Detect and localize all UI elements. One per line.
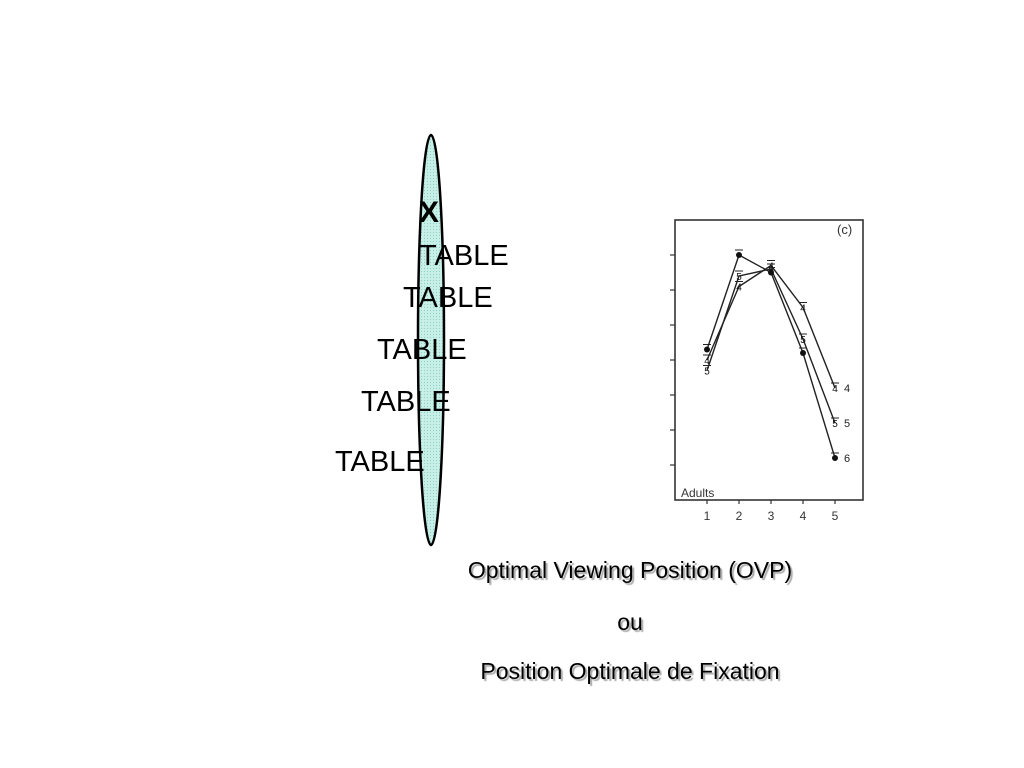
series-line-5 bbox=[706, 268, 836, 424]
fixation-mark: X bbox=[419, 196, 440, 229]
data-point-s6-1 bbox=[736, 252, 742, 258]
word-table-2: TABLE bbox=[403, 282, 493, 314]
x-tick-label: 1 bbox=[704, 509, 711, 523]
series-label-6: 6 bbox=[844, 453, 850, 465]
word-table-4: TABLE bbox=[361, 386, 451, 418]
caption-ou: ou bbox=[617, 609, 643, 635]
data-point-s6-3 bbox=[800, 350, 806, 356]
data-point-s5-4: 5 bbox=[832, 419, 838, 430]
data-point-s6-4 bbox=[832, 455, 838, 461]
chart-marks: 4444445555556 bbox=[703, 249, 850, 465]
data-point-s4-3: 4 bbox=[800, 304, 806, 315]
x-tick-label: 4 bbox=[800, 509, 807, 523]
x-tick-label: 3 bbox=[768, 509, 775, 523]
chart-panel-label: (c) bbox=[837, 222, 852, 237]
series-label-5: 5 bbox=[844, 418, 850, 430]
series-label-4: 4 bbox=[844, 383, 850, 395]
data-point-s5-3: 5 bbox=[800, 335, 806, 346]
data-point-s4-1: 4 bbox=[736, 283, 742, 294]
x-tick-label: 2 bbox=[736, 509, 743, 523]
data-point-s5-1: 5 bbox=[736, 272, 742, 283]
data-point-s4-0: 4 bbox=[704, 356, 710, 367]
fixation-ellipse-shape bbox=[416, 133, 446, 547]
x-tick-label: 5 bbox=[832, 509, 839, 523]
data-point-s4-4: 4 bbox=[832, 384, 838, 395]
caption-position-optimale: Position Optimale de Fixation bbox=[480, 658, 780, 684]
series-line-4 bbox=[706, 264, 836, 389]
word-table-3: TABLE bbox=[377, 334, 467, 366]
word-table-1: TABLE bbox=[419, 240, 509, 272]
data-point-s5-0: 5 bbox=[704, 367, 710, 378]
chart-group-label: Adults bbox=[681, 486, 714, 500]
caption-ovp: Optimal Viewing Position (OVP) bbox=[467, 557, 793, 583]
data-point-s6-2 bbox=[768, 269, 774, 276]
data-point-s6-0 bbox=[704, 346, 710, 353]
word-table-5: TABLE bbox=[335, 446, 425, 478]
